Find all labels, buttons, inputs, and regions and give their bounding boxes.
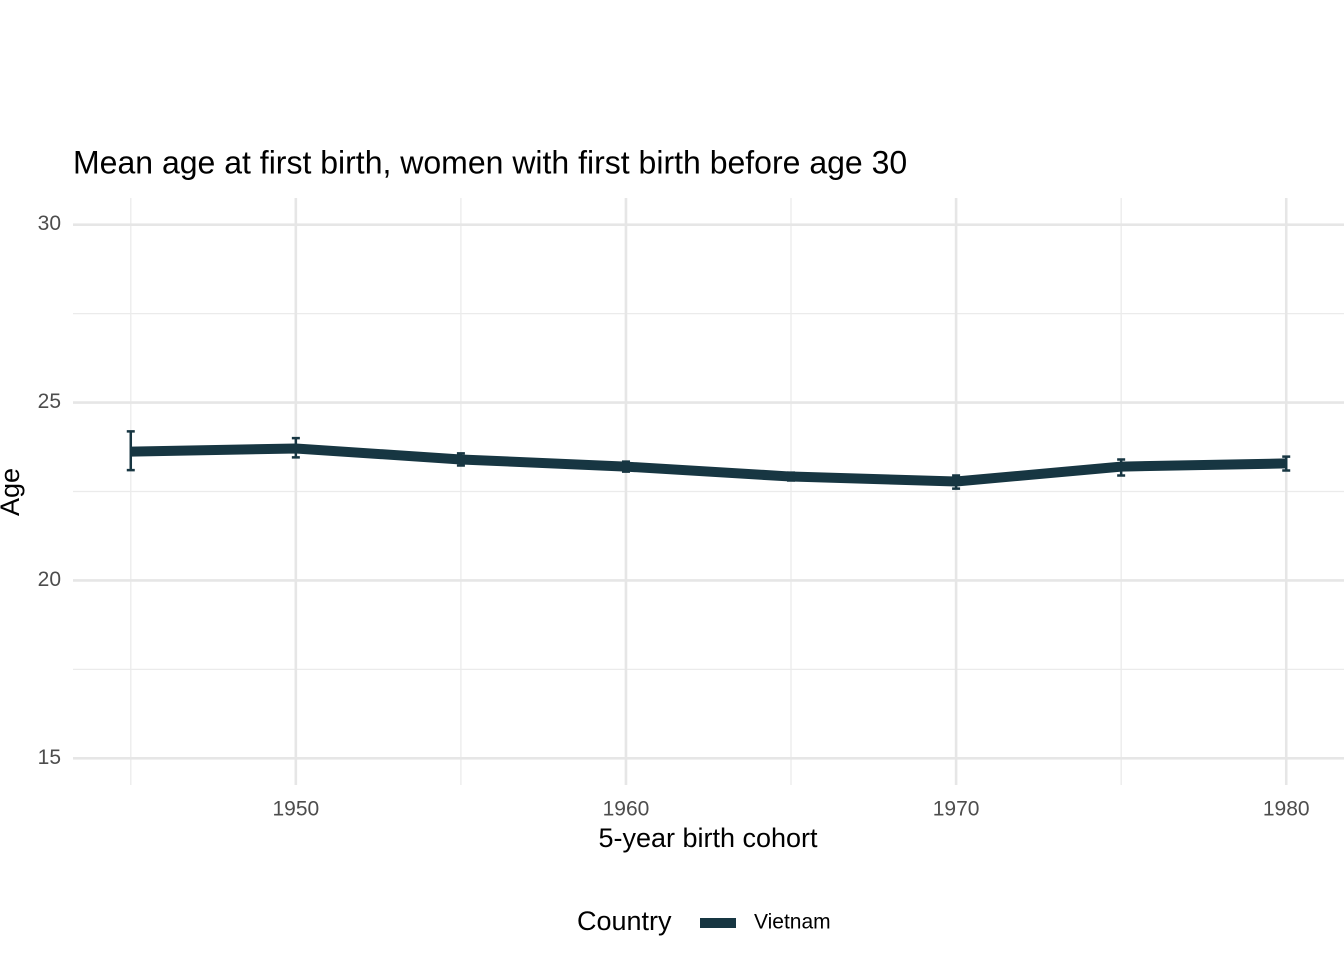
x-tick-label: 1960 <box>603 798 650 821</box>
x-tick-label: 1950 <box>272 798 319 821</box>
y-tick-label: 15 <box>38 746 61 769</box>
legend-title: Country <box>577 906 672 936</box>
x-tick-label: 1970 <box>933 798 980 821</box>
y-tick-label: 20 <box>38 568 61 591</box>
chart-title: Mean age at first birth, women with firs… <box>73 144 907 180</box>
y-tick-label: 30 <box>38 212 61 235</box>
y-axis-label: Age <box>0 468 25 516</box>
legend-label: Vietnam <box>754 911 831 934</box>
y-tick-label: 25 <box>38 390 61 413</box>
line <box>130 443 1287 487</box>
x-axis-label: 5-year birth cohort <box>598 823 818 853</box>
legend-key <box>700 918 736 928</box>
x-tick-label: 1980 <box>1263 798 1310 821</box>
